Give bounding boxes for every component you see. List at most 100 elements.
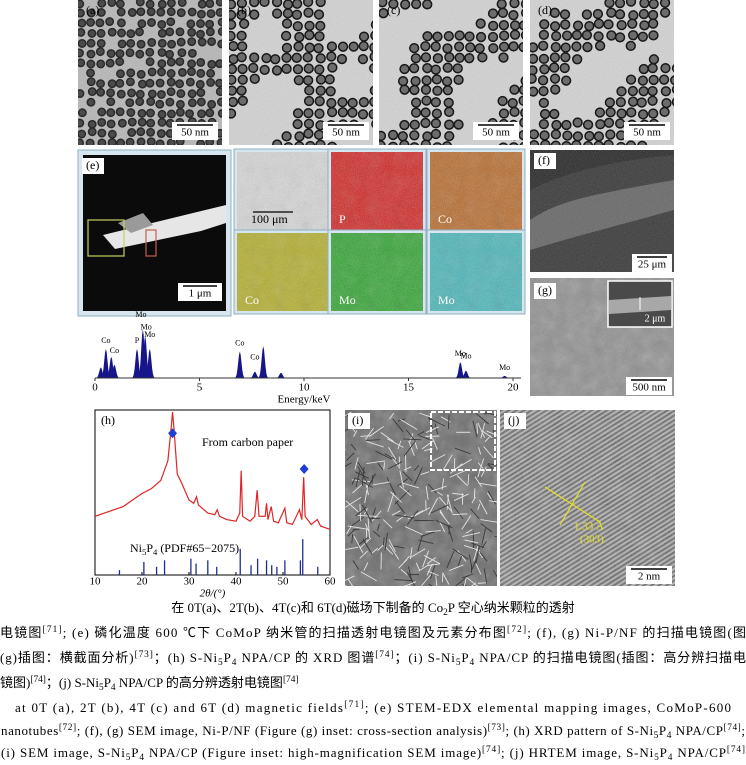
nanoparticle <box>145 47 155 57</box>
nanoparticle <box>325 86 336 97</box>
spectrum-peak <box>498 375 512 378</box>
image-shading <box>331 233 423 311</box>
element-map <box>237 152 329 230</box>
nanoparticle <box>137 117 147 127</box>
nanosheet <box>446 494 449 510</box>
nanoparticle <box>135 97 145 107</box>
nanoparticle <box>670 75 674 86</box>
nanoparticle <box>197 37 207 47</box>
nanosheet <box>427 570 439 576</box>
nanoparticle <box>592 8 604 20</box>
nanoparticle <box>78 58 86 68</box>
text-run: P <box>660 745 667 760</box>
peak-marker <box>299 464 309 475</box>
nanoparticle <box>127 88 137 98</box>
nanosheet <box>352 560 359 570</box>
nanoparticle <box>115 78 125 88</box>
nanosheet <box>422 550 429 568</box>
nanoparticle <box>614 0 626 9</box>
nanoparticle <box>627 96 639 107</box>
nanosheet <box>394 579 414 582</box>
nanoparticle <box>96 38 106 48</box>
nanoparticle <box>581 9 593 20</box>
nanoparticle <box>97 117 107 127</box>
nanoparticle <box>217 39 222 49</box>
nanoparticle <box>648 74 659 86</box>
nanosheet <box>452 492 465 496</box>
spectrum-peak <box>274 372 288 378</box>
nanoparticle <box>443 97 454 108</box>
nanoparticle <box>474 43 485 54</box>
nanoparticle <box>571 41 582 52</box>
nanoparticle <box>166 0 176 8</box>
nanoparticle <box>126 38 136 48</box>
superscript: [73] <box>488 723 505 733</box>
nanosheet <box>481 528 486 546</box>
nanoparticle <box>196 57 206 67</box>
nanosheet <box>351 534 354 544</box>
nanoparticle <box>628 30 639 41</box>
nanoparticle <box>125 48 135 58</box>
nanosheet <box>384 453 398 461</box>
nanoparticle <box>126 108 136 117</box>
nanoparticle <box>603 139 614 145</box>
nanoparticle <box>86 77 96 87</box>
nanosheet <box>418 435 430 440</box>
nanoparticle <box>270 54 281 65</box>
nanoparticle <box>229 108 237 119</box>
panel-label: (d) <box>538 3 552 17</box>
nanoparticle <box>177 48 187 58</box>
nanoparticle <box>520 0 523 9</box>
sem-image <box>345 410 497 586</box>
scale-bar-label: 50 nm <box>181 127 209 139</box>
nanoparticle <box>603 19 614 30</box>
text-run: 在 0T(a)、2T(b)、4T(c)和 6T(d)磁场下制备的 Co <box>171 600 443 615</box>
text-run: at 0T (a), 2T (b), 4T (c) and 6T (d) mag… <box>15 700 343 715</box>
nanosheet <box>462 584 468 586</box>
peak-label: Mo <box>455 349 466 358</box>
nanoparticle <box>155 99 165 109</box>
nanoparticle <box>326 41 338 52</box>
nanosheet <box>427 417 446 427</box>
spectrum-peak <box>248 371 262 378</box>
text-run: ；(h) S-Ni <box>154 650 218 666</box>
nanoparticle <box>236 9 247 20</box>
x-axis-label: 2θ/(°) <box>200 588 226 600</box>
nanoparticle <box>498 52 509 63</box>
nanoparticle <box>236 30 247 41</box>
nanosheet <box>431 454 446 463</box>
nanosheet <box>400 419 418 430</box>
nanoparticle <box>217 27 222 37</box>
nanosheet <box>425 530 441 533</box>
nanoparticle <box>420 139 431 145</box>
nanosheet <box>420 574 432 586</box>
nanoparticle <box>196 68 206 78</box>
nanosheet <box>483 446 494 459</box>
nanosheet <box>355 471 370 479</box>
spectrum-peak <box>233 351 247 378</box>
fringe-guide <box>559 481 586 526</box>
nanoparticle <box>207 59 217 69</box>
nanosheet <box>426 557 436 565</box>
nanosheet <box>355 470 361 487</box>
nanoparticle <box>519 141 523 145</box>
nanoparticle <box>453 119 464 130</box>
nanoparticle <box>432 85 443 96</box>
nanoparticle <box>85 138 95 145</box>
panel-label: (g) <box>538 283 552 297</box>
nanoparticle <box>281 18 293 29</box>
nanosheet <box>394 490 410 505</box>
nanoparticle <box>271 0 283 8</box>
nanosheet <box>366 460 385 465</box>
text-run: P 空心纳米颗粒的透射 <box>448 600 575 615</box>
scale-bar-label: 50 nm <box>332 127 360 139</box>
nanoparticle <box>616 108 627 119</box>
nanosheet <box>453 506 464 520</box>
nanoparticle <box>539 130 550 141</box>
nanosheet <box>361 467 365 486</box>
text-run: (PDF#65−2075) <box>157 541 239 555</box>
nanoparticle <box>410 107 422 118</box>
tem-image <box>78 0 222 145</box>
nanoparticle <box>259 0 270 8</box>
